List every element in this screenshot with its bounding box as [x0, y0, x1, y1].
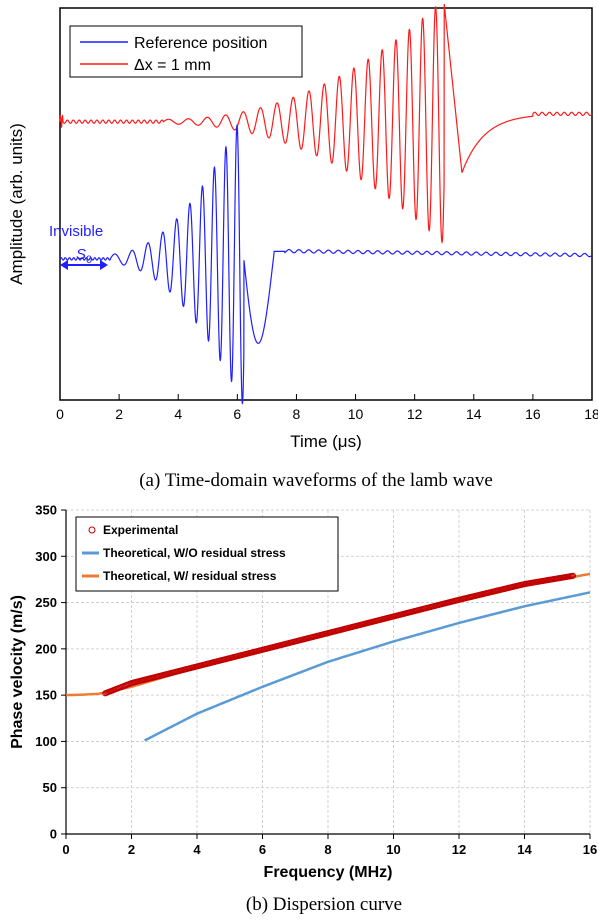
chart-b-grid	[66, 509, 591, 834]
legend-label-dx: Δx = 1 mm	[134, 57, 211, 74]
annotation-s0-label: S0	[76, 246, 92, 266]
chart-b-x-tick-label: 10	[386, 842, 400, 857]
chart-b-series	[65, 572, 591, 742]
chart-b-x-tick-label: 16	[583, 842, 597, 857]
chart-b-legend: Experimental Theoretical, W/O residual s…	[75, 516, 339, 592]
legend-label-experimental: Experimental	[103, 523, 178, 537]
chart-b-x-tick-label: 4	[193, 842, 201, 857]
chart-a: 0 2 4 6 8 10 12 14 16 18 Reference position Δx = …	[7, 4, 598, 491]
series-dx-1mm	[59, 4, 593, 244]
chart-b-ticks: 0 2 4 6 8 10 12 14 16 0 50 100 150 200 250 300 350	[35, 503, 597, 858]
chart-a-x-tick-label: 6	[233, 406, 241, 422]
chart-b-y-tick-label: 200	[35, 641, 57, 656]
series-reference-position	[59, 123, 593, 405]
chart-a-series	[59, 4, 593, 405]
chart-b-x-tick-label: 0	[62, 842, 69, 857]
chart-b-y-tick-label: 250	[35, 595, 57, 610]
chart-a-x-ticks: 0 2 4 6 8 10 12 14 16 18	[56, 394, 598, 422]
chart-a-y-axis-label: Amplitude (arb. units)	[7, 123, 26, 285]
chart-b-caption: (b) Dispersion curve	[246, 894, 402, 915]
chart-a-legend-box	[69, 25, 303, 78]
chart-b-y-tick-label: 100	[35, 734, 57, 749]
legend-marker-experimental	[88, 526, 96, 534]
chart-a-x-tick-label: 2	[115, 406, 123, 422]
chart-a-caption: (a) Time-domain waveforms of the lamb wa…	[139, 470, 493, 491]
chart-a-x-tick-label: 8	[293, 406, 301, 422]
chart-b-legend-box	[75, 516, 339, 592]
chart-a-x-tick-label: 4	[174, 406, 182, 422]
chart-b-y-tick-label: 0	[50, 827, 57, 842]
chart-a-x-tick-label: 16	[525, 406, 541, 422]
chart-a-x-tick-label: 12	[407, 406, 423, 422]
chart-b-y-axis-label: Phase velocity (m/s)	[9, 595, 26, 749]
chart-b-x-tick-label: 12	[452, 842, 466, 857]
chart-a-x-tick-label: 18	[584, 406, 598, 422]
chart-b: 0 2 4 6 8 10 12 14 16 0 50 100 150 200 250 300 350 Exper…	[9, 503, 597, 916]
annotation-arrowhead-left	[60, 260, 68, 270]
chart-a-x-tick-label: 14	[466, 406, 482, 422]
chart-a-x-tick-label: 10	[348, 406, 364, 422]
chart-a-x-tick-label: 0	[56, 406, 64, 422]
chart-b-y-tick-label: 300	[35, 549, 57, 564]
legend-label-reference: Reference position	[134, 35, 267, 52]
chart-b-y-tick-label: 50	[43, 780, 57, 795]
annotation-arrowhead-right	[100, 260, 108, 270]
chart-b-x-axis-label: Frequency (MHz)	[264, 864, 393, 881]
legend-label-with-stress: Theoretical, W/ residual stress	[103, 569, 277, 583]
chart-a-legend: Reference position Δx = 1 mm	[69, 25, 303, 78]
chart-a-x-axis-label: Time (μs)	[290, 432, 362, 451]
chart-b-x-tick-label: 6	[259, 842, 266, 857]
chart-b-x-tick-label: 14	[517, 842, 532, 857]
annotation-invisible-label: Invisible	[49, 223, 103, 240]
chart-b-y-tick-label: 350	[35, 503, 57, 518]
series-experimental	[102, 572, 577, 697]
series-theoretical-without-stress	[144, 591, 591, 742]
chart-b-y-tick-label: 150	[35, 688, 57, 703]
invisible-s0-annotation: Invisible S0	[49, 223, 108, 270]
chart-b-x-tick-label: 8	[324, 842, 331, 857]
legend-label-without-stress: Theoretical, W/O residual stress	[103, 546, 286, 560]
chart-b-x-tick-label: 2	[128, 842, 135, 857]
experimental-point	[569, 572, 577, 579]
